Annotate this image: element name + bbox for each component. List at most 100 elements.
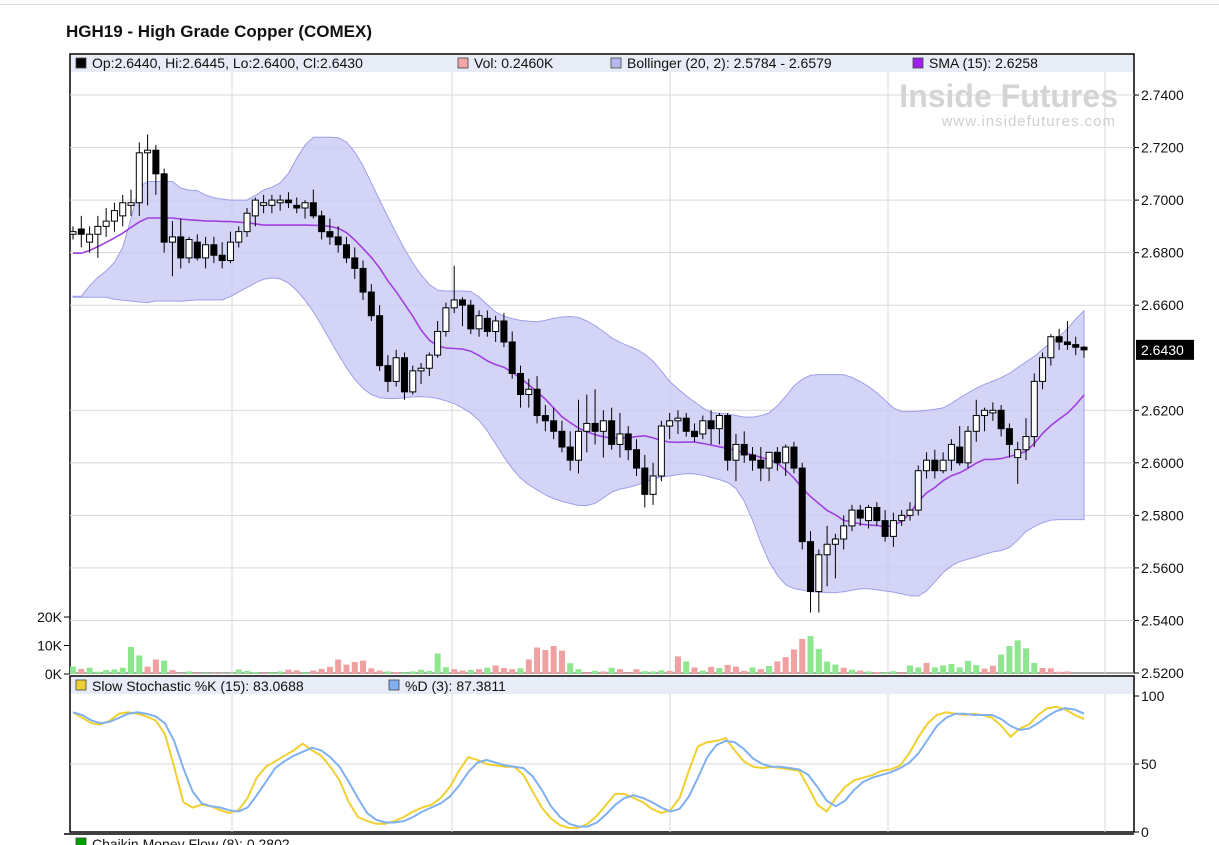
candle-body bbox=[1072, 344, 1080, 348]
legend-swatch bbox=[75, 679, 87, 691]
candle-body bbox=[160, 173, 168, 243]
candle-body bbox=[699, 420, 707, 435]
oscillator-plot-frame bbox=[69, 675, 1135, 833]
candle-body bbox=[152, 149, 160, 175]
candle-body bbox=[127, 202, 135, 206]
candle-body bbox=[284, 199, 292, 204]
candle-body bbox=[483, 317, 491, 332]
watermark-url: www.insidefutures.com bbox=[941, 113, 1116, 130]
candle-body bbox=[591, 422, 599, 432]
volume-bar bbox=[70, 666, 76, 674]
volume-bar bbox=[923, 662, 930, 674]
price-panel: 2.7400 2.7200 2.7000 2.6800 2.6600 2.6200 2.60… bbox=[37, 53, 1194, 682]
candle-body bbox=[351, 257, 359, 269]
last-price-box bbox=[1136, 339, 1194, 360]
volume-bar bbox=[616, 669, 623, 674]
candle-body bbox=[500, 320, 508, 343]
volume-bar bbox=[550, 646, 557, 674]
volume-bar bbox=[815, 648, 822, 674]
volume-bar bbox=[1047, 668, 1054, 674]
volume-bar bbox=[666, 670, 673, 674]
candle-body bbox=[110, 210, 118, 222]
candle-body bbox=[964, 430, 972, 464]
volume-bar bbox=[1014, 640, 1021, 674]
candle-body bbox=[193, 241, 201, 259]
volume-bar bbox=[235, 669, 242, 674]
candle-body bbox=[707, 420, 715, 430]
volume-bar bbox=[202, 673, 209, 674]
candle-body bbox=[334, 236, 342, 246]
volume-bar bbox=[418, 669, 425, 674]
candle-body bbox=[226, 241, 234, 262]
candle-body bbox=[865, 506, 873, 522]
candle-body bbox=[235, 231, 243, 243]
volume-bar bbox=[940, 665, 947, 674]
candle-body bbox=[889, 520, 897, 537]
candle-body bbox=[1005, 428, 1013, 445]
volume-bar bbox=[981, 668, 988, 674]
volume-bar bbox=[583, 672, 590, 674]
candle-body bbox=[550, 420, 558, 432]
volume-bar bbox=[1056, 671, 1063, 674]
candle-body bbox=[508, 341, 516, 375]
candle-body bbox=[119, 202, 127, 217]
candle-body bbox=[773, 451, 781, 464]
volume-bar bbox=[94, 671, 101, 674]
volume-bar bbox=[633, 669, 640, 674]
candle-body bbox=[409, 370, 417, 393]
volume-bar bbox=[989, 665, 996, 674]
volume-bar bbox=[268, 672, 275, 674]
candle-body bbox=[359, 267, 367, 293]
volume-bar bbox=[467, 670, 474, 674]
y-tick-label: 2.5400 bbox=[1141, 612, 1184, 628]
candle-body bbox=[831, 538, 839, 545]
candle-body bbox=[309, 202, 317, 217]
volume-bar bbox=[310, 670, 317, 674]
volume-bar bbox=[368, 668, 375, 674]
oscillator-panel: 100 50 0 Slow Stochastic %K (15): 83.0688 %D… bbox=[64, 675, 1165, 845]
candle-body bbox=[881, 520, 889, 537]
volume-bar bbox=[252, 672, 259, 674]
candle-body bbox=[260, 202, 268, 206]
y-tick-label: 2.6000 bbox=[1141, 455, 1184, 471]
volume-bar bbox=[476, 669, 483, 674]
candle-body bbox=[724, 415, 732, 461]
volume-bar bbox=[558, 650, 565, 674]
candle-body bbox=[873, 506, 881, 522]
volume-bar bbox=[674, 656, 681, 674]
volume-bar bbox=[144, 666, 151, 674]
candle-body bbox=[326, 231, 334, 238]
volume-bar bbox=[128, 646, 135, 674]
volume-bar bbox=[848, 669, 855, 674]
volume-bar bbox=[625, 672, 632, 674]
legend-swatch bbox=[75, 57, 87, 69]
top-rule bbox=[0, 4, 1219, 5]
candle-body bbox=[202, 244, 210, 259]
candle-body bbox=[1014, 449, 1022, 459]
volume-tick-label: 0K bbox=[45, 666, 63, 682]
candle-body bbox=[765, 451, 773, 469]
candle-body bbox=[251, 199, 259, 217]
volume-bar bbox=[152, 659, 159, 674]
volume-bar bbox=[219, 673, 226, 674]
candle-body bbox=[492, 320, 500, 332]
volume-bar bbox=[177, 673, 184, 674]
volume-bar bbox=[782, 657, 789, 674]
candle-body bbox=[541, 415, 549, 422]
candle-body bbox=[749, 454, 757, 461]
volume-bar bbox=[641, 671, 648, 674]
candle-body bbox=[144, 149, 152, 154]
volume-bar bbox=[426, 670, 433, 674]
volume-bar bbox=[111, 669, 118, 674]
volume-bar bbox=[799, 638, 806, 674]
candle-body bbox=[906, 509, 914, 516]
candle-body bbox=[790, 446, 798, 469]
volume-bar bbox=[210, 673, 217, 674]
candle-body bbox=[815, 554, 823, 593]
volume-bar bbox=[194, 672, 201, 674]
candle-body bbox=[342, 244, 350, 259]
candle-body bbox=[558, 430, 566, 448]
volume-bar bbox=[384, 671, 391, 674]
volume-bar bbox=[103, 670, 110, 674]
volume-bar bbox=[525, 659, 532, 674]
